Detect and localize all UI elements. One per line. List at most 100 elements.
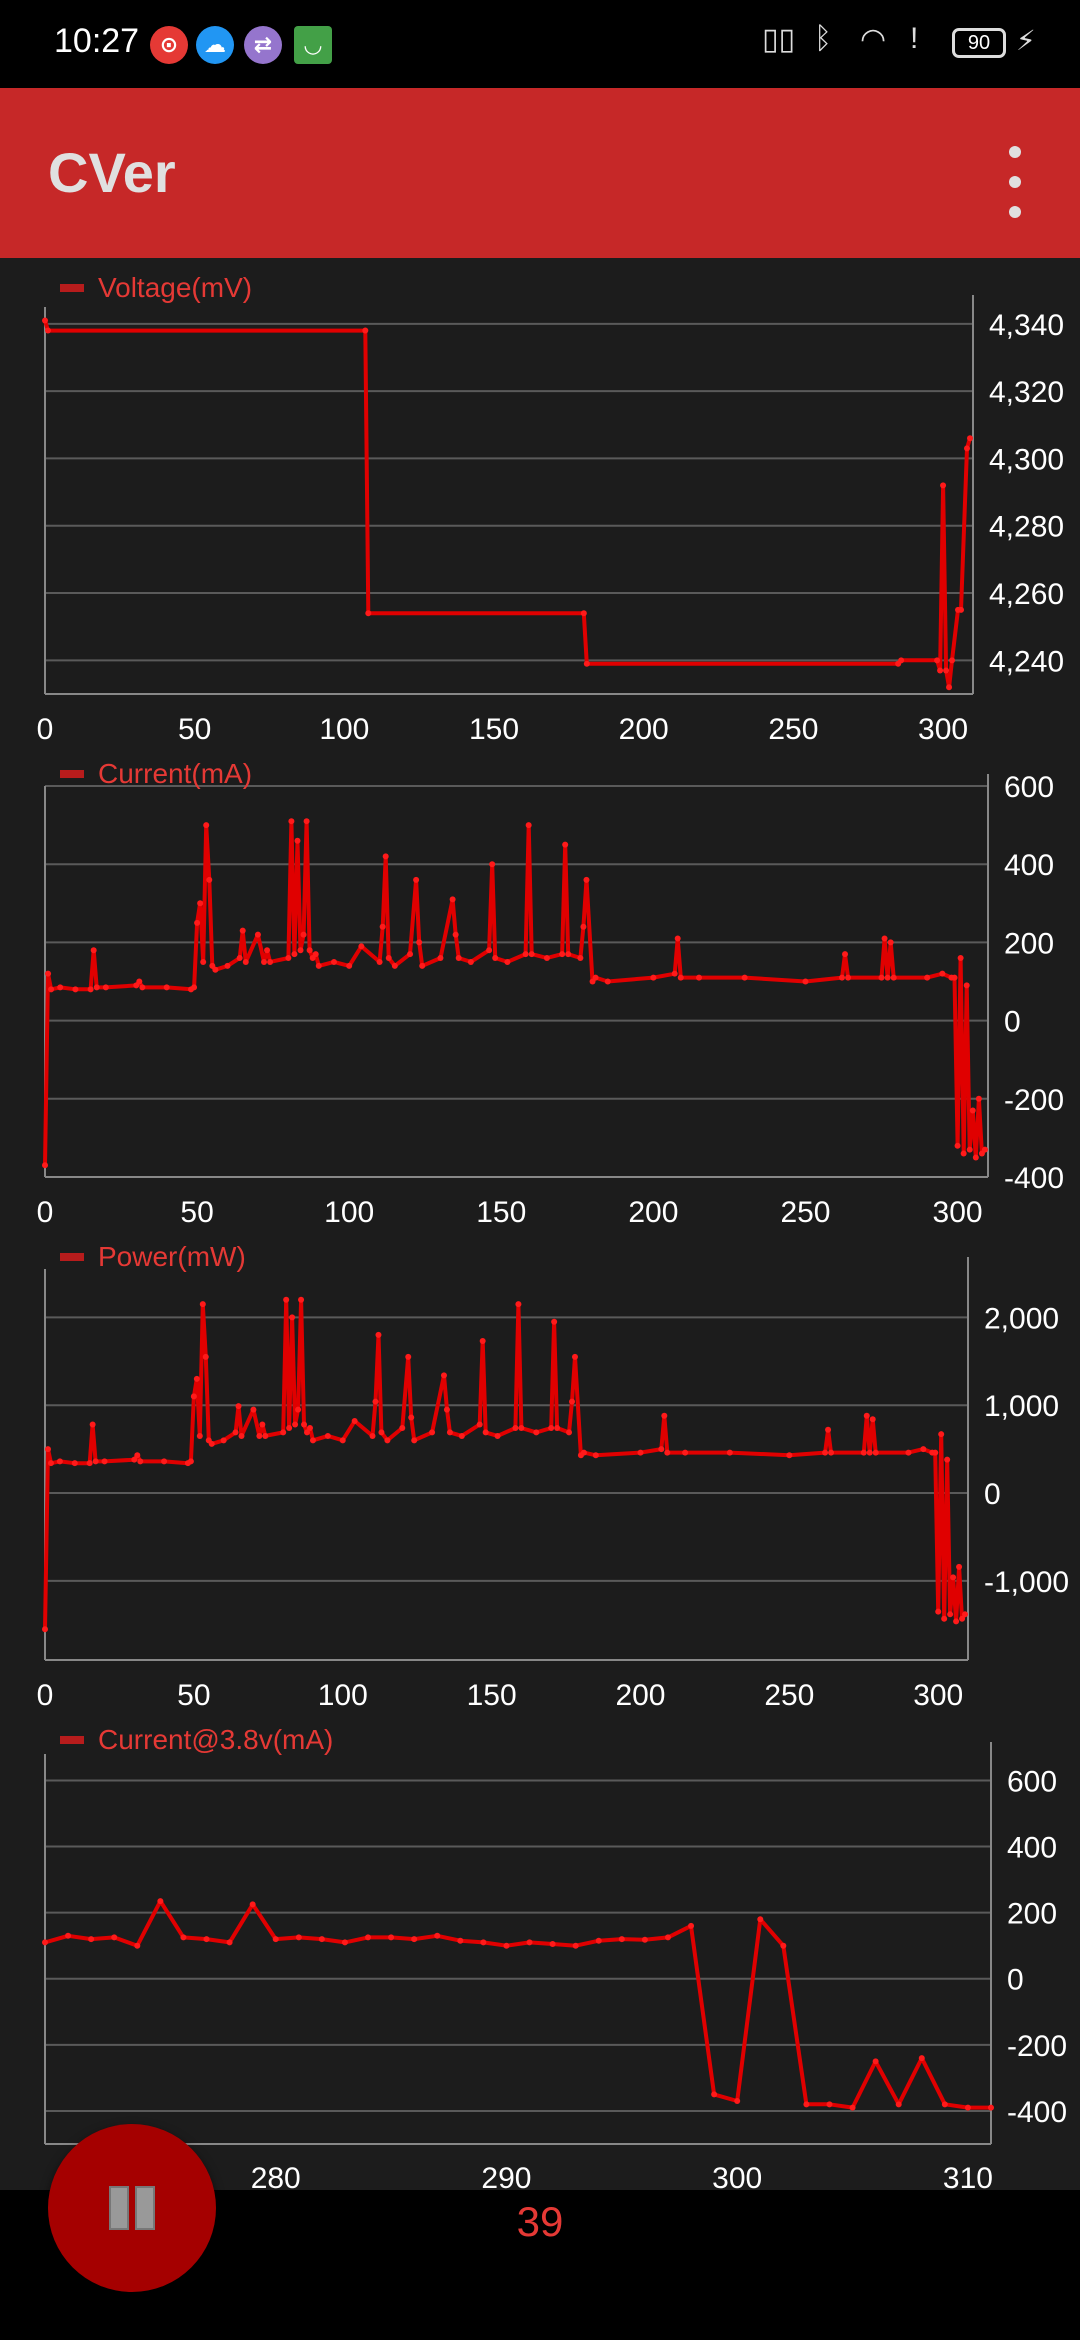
data-point bbox=[45, 970, 52, 977]
current-3v8-chart-panel[interactable]: -400 -200 0 200 400 600 280 290 300 310 Current@3… bbox=[0, 1710, 1080, 2190]
voltage-chart-panel[interactable]: 4,240 4,260 4,280 4,300 4,320 4,340 0 50 100 150 2… bbox=[0, 258, 1080, 747]
data-point bbox=[295, 1934, 302, 1941]
y-tick-label: 400 bbox=[1007, 1832, 1057, 1865]
data-point bbox=[526, 1939, 533, 1946]
data-point bbox=[89, 1421, 96, 1428]
data-point bbox=[972, 1154, 979, 1161]
data-point bbox=[664, 1449, 671, 1456]
data-point bbox=[42, 1626, 48, 1633]
data-point bbox=[288, 818, 295, 825]
power-chart[interactable]: -1,000 0 1,000 2,000 0 50 100 150 200 250 300 bbox=[0, 1227, 1080, 1710]
data-point bbox=[947, 1611, 954, 1618]
data-point bbox=[592, 974, 599, 981]
data-point bbox=[259, 1421, 266, 1428]
data-point bbox=[351, 1418, 358, 1425]
data-point bbox=[803, 2101, 810, 2108]
data-point bbox=[895, 2101, 902, 2108]
data-point bbox=[249, 1901, 256, 1908]
netease-music-icon: ⊙ bbox=[150, 26, 188, 64]
y-tick-label: -400 bbox=[1007, 2096, 1067, 2129]
data-point bbox=[341, 1939, 348, 1946]
data-point bbox=[525, 822, 532, 829]
charging-icon: ⚡ bbox=[1016, 25, 1036, 56]
data-point bbox=[203, 1936, 210, 1943]
data-point bbox=[503, 1942, 510, 1949]
current-chart[interactable]: -400 -200 0 200 400 600 0 50 100 150 200 250 300 bbox=[0, 744, 1080, 1227]
data-point bbox=[190, 1393, 197, 1400]
data-point bbox=[881, 935, 888, 942]
data-point bbox=[949, 657, 956, 664]
series-points bbox=[42, 317, 974, 691]
data-point bbox=[365, 1934, 372, 1941]
data-point bbox=[489, 861, 496, 868]
x-tick-label: 100 bbox=[318, 1679, 368, 1710]
data-point bbox=[565, 951, 572, 958]
pause-button[interactable] bbox=[48, 2124, 216, 2292]
data-point bbox=[559, 951, 566, 958]
data-point bbox=[482, 1429, 489, 1436]
overflow-menu-icon[interactable] bbox=[1000, 146, 1030, 218]
x-tick-label: 150 bbox=[476, 1196, 526, 1227]
data-point bbox=[88, 1936, 95, 1943]
data-point bbox=[566, 1429, 573, 1436]
data-point bbox=[232, 1429, 239, 1436]
data-point bbox=[866, 1449, 873, 1456]
data-point bbox=[407, 951, 414, 958]
data-point bbox=[272, 1936, 279, 1943]
data-point bbox=[741, 974, 748, 981]
nfc-icon: ▯▯ bbox=[762, 23, 796, 56]
x-tick-label: 300 bbox=[913, 1679, 963, 1710]
current-3v8-chart[interactable]: -400 -200 0 200 400 600 280 290 300 310 bbox=[0, 1710, 1080, 2190]
current-chart-panel[interactable]: -400 -200 0 200 400 600 0 50 100 150 200 250 300 Cur… bbox=[0, 744, 1080, 1230]
data-point bbox=[964, 445, 971, 452]
power-chart-panel[interactable]: -1,000 0 1,000 2,000 0 50 100 150 200 250 300 Powe… bbox=[0, 1227, 1080, 1713]
data-point bbox=[458, 1432, 465, 1439]
data-point bbox=[981, 1146, 988, 1153]
data-point bbox=[434, 1932, 441, 1939]
data-point bbox=[372, 1398, 379, 1405]
data-point bbox=[197, 900, 204, 907]
data-point bbox=[44, 327, 51, 334]
data-point bbox=[580, 1449, 587, 1456]
data-point bbox=[838, 974, 845, 981]
status-time: 10:27 bbox=[54, 22, 140, 60]
data-point bbox=[757, 1916, 764, 1923]
data-point bbox=[967, 435, 974, 442]
data-point bbox=[90, 947, 97, 954]
data-point bbox=[802, 978, 809, 985]
data-point bbox=[384, 1437, 391, 1444]
data-point bbox=[592, 1452, 599, 1459]
data-point bbox=[580, 610, 587, 617]
app-title: CVer bbox=[48, 141, 176, 204]
series-points bbox=[42, 1898, 994, 2111]
voltage-chart[interactable]: 4,240 4,260 4,280 4,300 4,320 4,340 0 50 100 150 2… bbox=[0, 258, 1080, 744]
data-point bbox=[239, 927, 246, 934]
data-point bbox=[890, 974, 897, 981]
data-point bbox=[416, 939, 423, 946]
data-point bbox=[65, 1932, 72, 1939]
data-point bbox=[339, 1437, 346, 1444]
data-point bbox=[306, 947, 313, 954]
series-points bbox=[42, 1296, 969, 1633]
x-tick-label: 50 bbox=[180, 1196, 213, 1227]
data-point bbox=[884, 974, 891, 981]
sample-counter: 39 bbox=[516, 2198, 564, 2245]
data-point bbox=[946, 684, 953, 691]
data-point bbox=[405, 1353, 412, 1360]
y-tick-label: -400 bbox=[1004, 1162, 1064, 1195]
x-tick-label: 200 bbox=[628, 1196, 678, 1227]
data-point bbox=[950, 1574, 957, 1581]
data-point bbox=[413, 876, 420, 883]
data-point bbox=[419, 962, 426, 969]
x-tick-label: 200 bbox=[619, 713, 669, 744]
x-tick-label: 100 bbox=[324, 1196, 374, 1227]
data-point bbox=[358, 943, 365, 950]
data-point bbox=[583, 660, 590, 667]
data-point bbox=[825, 1426, 832, 1433]
data-point bbox=[512, 1425, 519, 1432]
data-point bbox=[822, 1449, 829, 1456]
y-tick-label: 200 bbox=[1004, 927, 1054, 960]
y-tick-label: 0 bbox=[1007, 1964, 1024, 1997]
data-point bbox=[301, 1421, 308, 1428]
chart-legend: Current(mA) bbox=[60, 758, 252, 790]
